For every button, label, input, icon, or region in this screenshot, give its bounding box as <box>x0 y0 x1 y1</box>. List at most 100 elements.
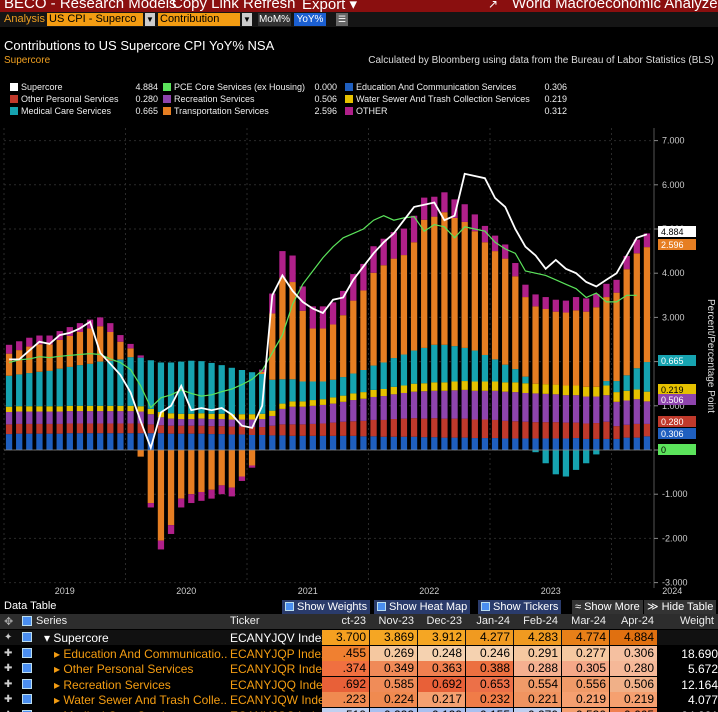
row-checkbox[interactable] <box>22 709 32 712</box>
legend-value: 0.306 <box>544 82 567 92</box>
option-label: Show Heat Map <box>389 601 468 613</box>
y-tick-label: -2.000 <box>662 533 688 543</box>
bar-other_personal <box>36 423 43 434</box>
show-tickers-toggle[interactable]: Show Tickers <box>478 600 562 614</box>
chevron-down-icon[interactable]: ▼ <box>242 13 252 26</box>
bar-transportation <box>471 231 478 351</box>
show-weights-toggle[interactable]: Show Weights <box>282 600 371 614</box>
row-series-name[interactable]: ▾ Supercore <box>44 631 109 645</box>
bar-medical <box>562 450 570 477</box>
row-series-name[interactable]: ▸ Other Personal Services <box>54 662 194 676</box>
bar-recreation <box>481 390 489 420</box>
bar-medical <box>583 450 590 464</box>
hide-table-button[interactable]: ≫ Hide Table <box>644 600 717 614</box>
row-series-name[interactable]: ▸ Water Sewer And Trash Colle... <box>54 693 228 707</box>
legend-item[interactable]: Education And Communication Services 0.30… <box>345 81 567 93</box>
col-feb-24[interactable]: Feb-24 <box>523 615 558 627</box>
table-row[interactable]: ✚ ▸ Other Personal Services ECANYJQR Index… <box>0 661 718 676</box>
bar-other_personal <box>228 426 235 435</box>
legend-item[interactable]: Recreation Services 0.506 <box>163 93 337 105</box>
mode-select[interactable]: Contribution <box>158 13 240 26</box>
show-heatmap-toggle[interactable]: Show Heat Map <box>374 600 471 614</box>
row-checkbox[interactable] <box>22 663 32 673</box>
bar-transportation <box>76 331 84 366</box>
external-link-icon[interactable]: ↗ <box>488 0 499 11</box>
bar-other <box>603 283 610 298</box>
menu-research-models[interactable]: BECO - Research Models <box>4 0 177 12</box>
legend-item[interactable]: Medical Care Services 0.665 <box>10 105 158 117</box>
y-tick-label: 7.000 <box>662 136 685 146</box>
bar-medical <box>5 375 13 407</box>
menu-refresh[interactable]: Refresh <box>243 0 296 12</box>
legend-item[interactable]: Supercore 4.884 <box>10 81 158 93</box>
bar-other_personal <box>157 425 165 434</box>
col-dec-23[interactable]: Dec-23 <box>426 615 462 627</box>
table-cell: 0.291 <box>514 645 561 661</box>
row-move-icon[interactable]: ✚ <box>4 710 15 712</box>
row-checkbox[interactable] <box>22 694 32 704</box>
row-move-icon[interactable]: ✚ <box>4 678 13 690</box>
col-oct-23[interactable]: ct-23 <box>341 615 366 627</box>
option-label: Show Tickers <box>493 601 559 613</box>
col-weight[interactable]: Weight <box>679 615 714 627</box>
bar-other_personal <box>279 424 286 436</box>
col-series[interactable]: Series <box>36 615 68 627</box>
row-series-name[interactable]: ▸ Medical Care Services <box>40 709 228 712</box>
checkbox-icon[interactable] <box>22 616 32 626</box>
col-ticker[interactable]: Ticker <box>230 615 260 627</box>
bar-other_personal <box>603 421 610 439</box>
bar-education <box>613 438 620 450</box>
legend-item[interactable]: PCE Core Services (ex Housing) 0.000 <box>163 81 337 93</box>
legend-item[interactable]: Other Personal Services 0.280 <box>10 93 158 105</box>
move-icon[interactable]: ✥ <box>4 616 14 628</box>
legend-item[interactable]: Transportation Services 2.596 <box>163 105 337 117</box>
col-mar-24[interactable]: Mar-24 <box>571 615 606 627</box>
show-more-button[interactable]: ≈ Show More <box>572 600 643 614</box>
bar-transportation <box>299 310 306 382</box>
row-move-icon[interactable]: ✚ <box>4 647 13 659</box>
table-cell: 0.269 <box>370 645 417 661</box>
bar-transportation <box>86 328 94 364</box>
yoy-toggle[interactable]: YoY% <box>294 13 326 26</box>
bar-medical <box>623 375 630 391</box>
axis-value-tag-label: 0.665 <box>661 356 684 366</box>
bar-medical <box>491 359 499 382</box>
legend-item[interactable]: Water Sewer And Trash Collection Service… <box>345 93 567 105</box>
bar-education <box>451 437 458 450</box>
chevron-down-icon[interactable]: ▼ <box>145 13 155 26</box>
menu-export[interactable]: Export ▾ <box>302 0 358 12</box>
row-move-icon[interactable]: ✦ <box>4 632 13 643</box>
row-checkbox[interactable] <box>22 678 32 689</box>
bar-education <box>340 435 347 450</box>
col-nov-23[interactable]: Nov-23 <box>378 615 414 627</box>
table-row[interactable]: ✚ ▸ Water Sewer And Trash Colle... ECANYJQ… <box>0 692 718 707</box>
row-series-name[interactable]: ▸ Recreation Services <box>54 677 171 692</box>
bar-other_personal <box>410 418 418 437</box>
filter-icon[interactable]: ☰ <box>336 13 348 26</box>
table-cell: 0.224 <box>370 692 417 707</box>
menu-copy-link[interactable]: Copy Link <box>172 0 239 12</box>
col-apr-24[interactable]: Apr-24 <box>620 615 654 627</box>
row-checkbox[interactable] <box>22 632 32 642</box>
bar-education <box>603 438 610 450</box>
legend-item[interactable]: OTHER 0.312 <box>345 105 567 117</box>
bar-education <box>238 434 246 450</box>
bar-medical <box>198 361 205 414</box>
table-row[interactable]: ✚ ▸ Recreation Services ECANYJQQ Index .692… <box>0 676 718 692</box>
col-jan-24[interactable]: Jan-24 <box>476 615 510 627</box>
mom-toggle[interactable]: MoM% <box>258 13 291 26</box>
row-move-icon[interactable]: ✚ <box>4 694 13 705</box>
row-checkbox[interactable] <box>22 647 32 658</box>
row-move-icon[interactable]: ✚ <box>4 663 13 674</box>
series-select[interactable]: US CPI - Superco <box>47 13 143 26</box>
bar-recreation <box>603 395 610 422</box>
table-row[interactable]: ✚ ▸ Medical Care ServicesECANYJQS Index.5… <box>0 707 718 712</box>
bar-other <box>572 297 580 311</box>
contribution-chart[interactable]: 2019202020212022202320247.0006.0005.0004… <box>0 128 718 600</box>
bar-recreation <box>623 400 630 425</box>
table-cell: .692 <box>322 676 369 692</box>
bar-other_personal <box>623 424 630 438</box>
table-row[interactable]: ✚ ▸ Education And Communicatio... ECANYJQP… <box>0 645 718 661</box>
table-row[interactable]: ✦ ▾ Supercore ECANYJQV Index 3.700 3.869 3.91… <box>0 630 718 645</box>
row-series-name[interactable]: ▸ Education And Communicatio... <box>54 646 228 661</box>
